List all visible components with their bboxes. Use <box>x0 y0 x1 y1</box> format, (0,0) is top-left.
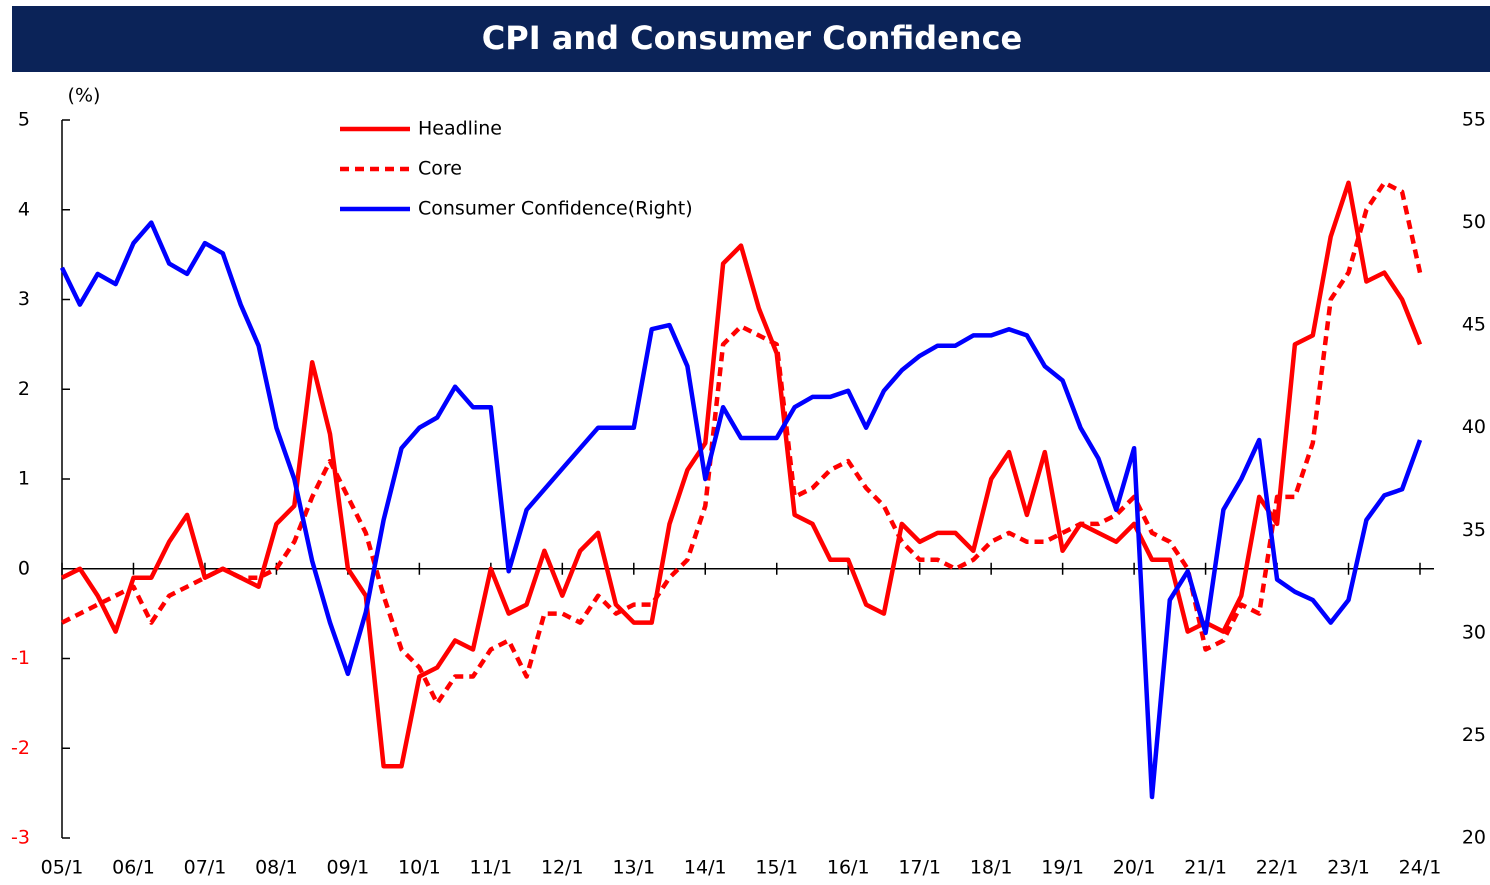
x-tick-label: 15/1 <box>755 857 798 879</box>
y2-tick-label: 45 <box>1462 314 1486 336</box>
y2-tick-label: 55 <box>1462 109 1486 131</box>
y2-tick-label: 50 <box>1462 211 1486 233</box>
x-tick-label: 22/1 <box>1256 857 1299 879</box>
x-tick-label: 24/1 <box>1399 857 1442 879</box>
x-tick-label: 17/1 <box>898 857 941 879</box>
y2-tick-label: 40 <box>1462 416 1486 438</box>
legend-label: Core <box>418 158 462 180</box>
x-tick-label: 10/1 <box>398 857 441 879</box>
y-tick-label: -3 <box>11 827 30 849</box>
x-tick-label: 23/1 <box>1327 857 1370 879</box>
x-tick-label: 12/1 <box>541 857 584 879</box>
y2-tick-label: 20 <box>1462 827 1486 849</box>
y-tick-label: 2 <box>18 378 30 400</box>
x-tick-label: 09/1 <box>327 857 370 879</box>
y2-tick-label: 30 <box>1462 621 1486 643</box>
x-tick-label: 08/1 <box>255 857 298 879</box>
x-tick-label: 16/1 <box>827 857 870 879</box>
x-tick-label: 05/1 <box>41 857 84 879</box>
x-tick-label: 11/1 <box>470 857 513 879</box>
x-tick-label: 18/1 <box>970 857 1013 879</box>
series-line <box>59 220 1423 800</box>
x-tick-label: 14/1 <box>684 857 727 879</box>
y-tick-label: 4 <box>18 198 30 220</box>
x-tick-label: 20/1 <box>1113 857 1156 879</box>
series-line <box>60 180 1423 769</box>
x-tick-label: 06/1 <box>112 857 155 879</box>
legend-label: Consumer Confidence(Right) <box>418 198 693 220</box>
chart-title: CPI and Consumer Confidence <box>482 19 1022 57</box>
y2-tick-label: 25 <box>1462 724 1486 746</box>
y2-tick-label: 35 <box>1462 519 1486 541</box>
y-tick-label: -1 <box>11 647 30 669</box>
y-tick-label: 1 <box>18 468 30 490</box>
legend-label: Headline <box>418 118 502 140</box>
x-tick-label: 07/1 <box>184 857 227 879</box>
x-tick-label: 13/1 <box>612 857 655 879</box>
y-tick-label: 0 <box>18 557 30 579</box>
y-tick-label: 3 <box>18 288 30 310</box>
title-banner <box>12 6 1490 72</box>
y-tick-label: -2 <box>11 737 30 759</box>
series-line <box>60 180 1423 706</box>
y-axis-label: (%) <box>68 85 101 107</box>
x-tick-label: 19/1 <box>1041 857 1084 879</box>
y-tick-label: 5 <box>18 109 30 131</box>
x-tick-label: 21/1 <box>1184 857 1227 879</box>
